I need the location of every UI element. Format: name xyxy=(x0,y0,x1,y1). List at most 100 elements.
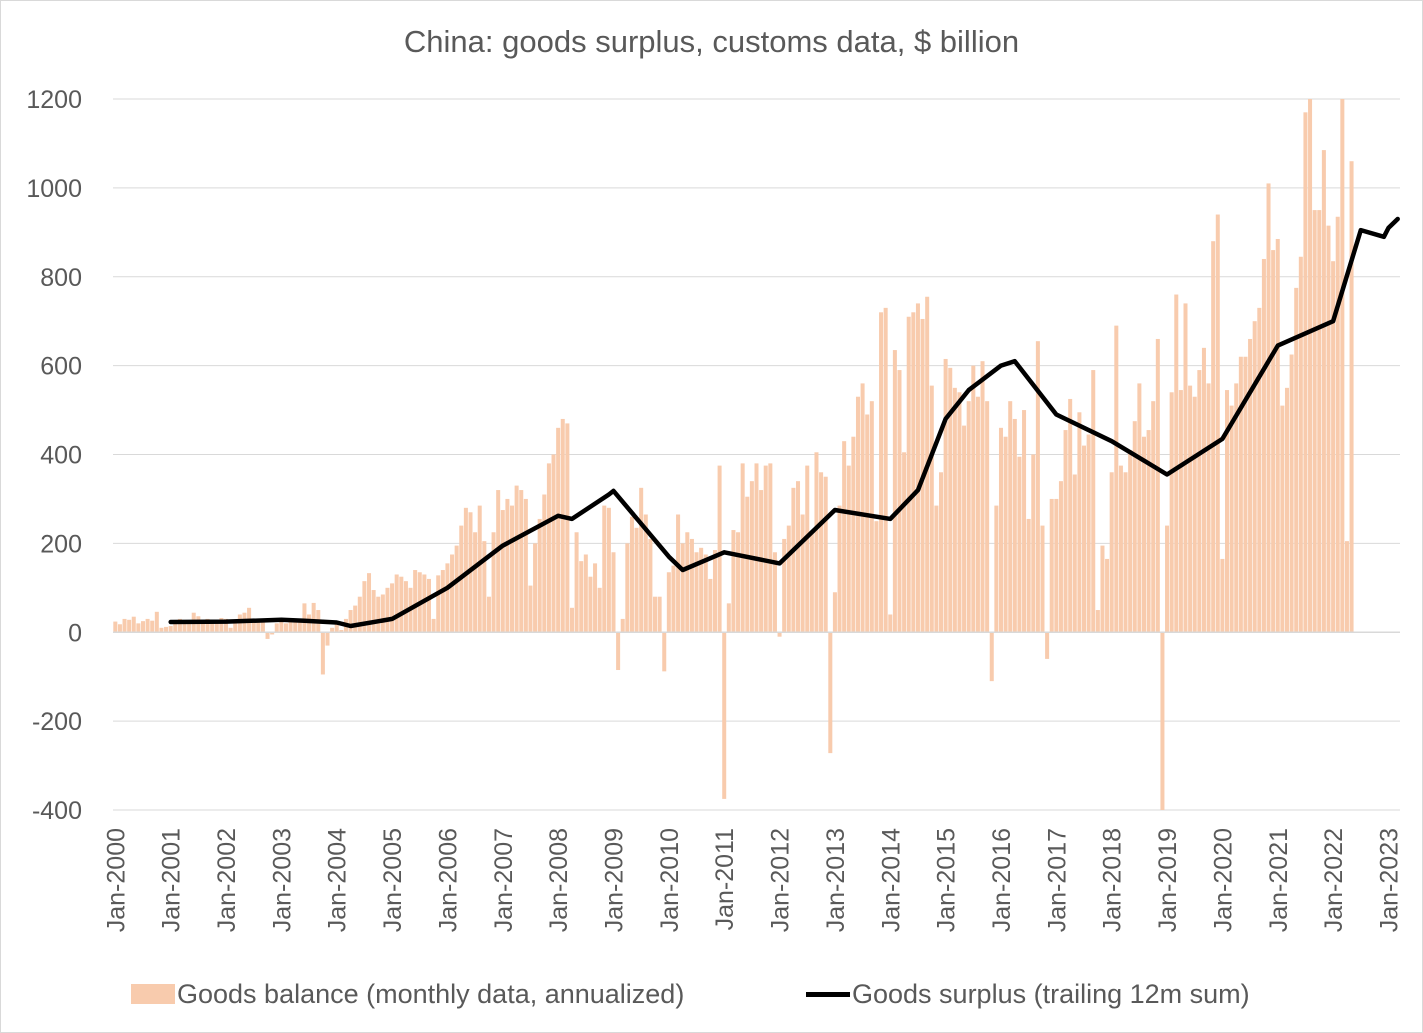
bar xyxy=(574,532,579,633)
bar xyxy=(980,361,985,633)
bar xyxy=(482,541,487,633)
bar xyxy=(500,510,505,633)
goods-surplus-line xyxy=(168,216,1400,629)
bar xyxy=(334,623,339,633)
legend-label-goods-balance: Goods balance (monthly data, annualized) xyxy=(177,978,685,1009)
bar xyxy=(989,632,994,682)
bar xyxy=(205,618,210,633)
bar xyxy=(768,463,773,633)
bar xyxy=(1137,383,1142,633)
bar xyxy=(952,387,957,633)
bar xyxy=(1165,525,1170,633)
bar xyxy=(966,401,971,633)
bar xyxy=(1234,383,1239,633)
bar xyxy=(546,463,551,633)
bar xyxy=(394,574,399,633)
bar xyxy=(897,370,902,633)
bar xyxy=(1012,418,1017,633)
legend-swatch-line xyxy=(806,991,850,997)
bar xyxy=(699,547,704,633)
bar xyxy=(431,618,436,633)
bar xyxy=(653,596,658,633)
bar xyxy=(814,452,819,633)
bar xyxy=(533,543,538,633)
bar xyxy=(491,532,496,633)
bar xyxy=(846,465,851,633)
bar xyxy=(1289,354,1294,633)
bar xyxy=(1141,436,1146,633)
bar xyxy=(1303,112,1308,633)
bar xyxy=(154,611,159,633)
bar xyxy=(1294,287,1299,633)
bar xyxy=(1280,405,1285,633)
y-tick-label: 1000 xyxy=(26,175,82,203)
bar xyxy=(1335,216,1340,633)
bar xyxy=(362,581,367,633)
bar xyxy=(117,624,122,633)
bar xyxy=(1238,356,1243,633)
bar xyxy=(998,427,1003,633)
bar xyxy=(726,603,731,633)
bar xyxy=(187,621,192,633)
bar xyxy=(985,401,990,633)
x-tick-label: Jan-2012 xyxy=(767,828,795,932)
bar xyxy=(874,521,879,633)
bar xyxy=(902,452,907,633)
bar xyxy=(519,490,524,633)
bar xyxy=(939,472,944,633)
bar xyxy=(353,605,358,633)
bar xyxy=(311,602,316,633)
bar xyxy=(1349,161,1354,633)
bar xyxy=(736,532,741,633)
bar xyxy=(496,490,501,633)
bar xyxy=(450,554,455,633)
bar xyxy=(906,316,911,633)
bar xyxy=(325,632,330,646)
bar xyxy=(260,621,265,633)
bar xyxy=(634,527,639,633)
bar xyxy=(666,572,671,633)
bar xyxy=(542,494,547,633)
bar xyxy=(629,516,634,633)
bar xyxy=(782,538,787,633)
x-tick-label: Jan-2001 xyxy=(158,828,186,932)
bar xyxy=(1284,387,1289,633)
bar xyxy=(560,418,565,633)
bar xyxy=(288,621,293,633)
bar xyxy=(1031,454,1036,633)
bar xyxy=(1155,338,1160,633)
bar xyxy=(851,436,856,633)
x-tick-label: Jan-2000 xyxy=(102,828,130,932)
bar xyxy=(971,365,976,633)
bar xyxy=(934,505,939,633)
bar xyxy=(648,538,653,633)
y-tick-label: -200 xyxy=(32,708,82,736)
bar xyxy=(1321,150,1326,633)
bar xyxy=(228,627,233,633)
y-tick-label: 200 xyxy=(40,530,82,558)
bar xyxy=(708,578,713,633)
x-tick-label: Jan-2022 xyxy=(1320,828,1348,932)
bar xyxy=(523,498,528,633)
bar xyxy=(1326,225,1331,633)
bar xyxy=(943,358,948,633)
legend: Goods balance (monthly data, annualized)… xyxy=(0,974,1423,1014)
bar xyxy=(293,618,298,633)
bar xyxy=(1211,241,1216,633)
bar xyxy=(265,632,270,639)
bar xyxy=(1026,518,1031,633)
chart-title: China: goods surplus, customs data, $ bi… xyxy=(403,24,1020,59)
bar xyxy=(809,532,814,633)
bar xyxy=(297,622,302,633)
bar xyxy=(676,514,681,633)
bar xyxy=(583,554,588,633)
bar xyxy=(1072,474,1077,633)
bar xyxy=(957,392,962,633)
bar xyxy=(1109,472,1114,633)
bar xyxy=(1008,401,1013,633)
bar xyxy=(879,312,884,633)
bar xyxy=(860,383,865,633)
bar xyxy=(680,543,685,633)
bar xyxy=(639,487,644,633)
bar xyxy=(164,626,169,633)
